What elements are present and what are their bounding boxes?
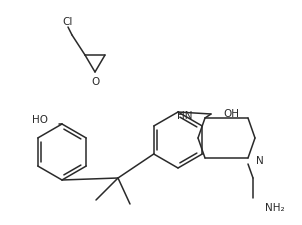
Text: HN: HN: [178, 111, 193, 121]
Text: HO: HO: [32, 115, 48, 125]
Text: N: N: [256, 156, 264, 166]
Text: NH₂: NH₂: [265, 203, 284, 213]
Text: Cl: Cl: [63, 17, 73, 27]
Text: OH: OH: [223, 109, 239, 119]
Text: O: O: [92, 77, 100, 87]
